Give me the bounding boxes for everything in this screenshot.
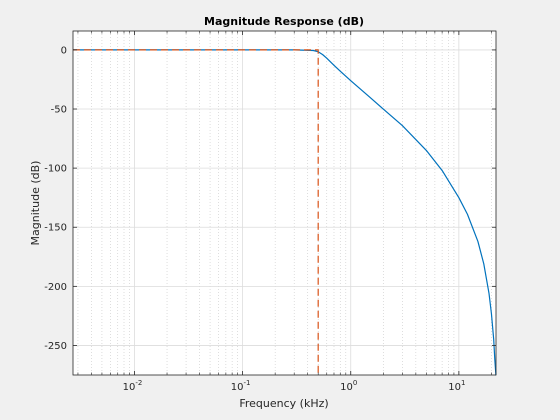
ticks-layer: [73, 31, 496, 375]
series-layer: [73, 49, 497, 376]
y-tick-labels: 0 -50 -100 -150 -200 -250: [44, 45, 67, 352]
chart-title: Magnitude Response (dB): [204, 15, 364, 28]
plot-area: [73, 31, 496, 375]
y-tick-label: 0: [61, 45, 67, 56]
y-tick-label: -250: [44, 341, 67, 352]
x-tick-label: 10-1: [231, 379, 251, 393]
x-tick-labels: 10-2 10-1 100 101: [123, 379, 466, 393]
magnitude-response-line: [73, 49, 497, 376]
y-axis-label: Magnitude (dB): [29, 161, 42, 246]
x-tick-label: 101: [448, 379, 465, 393]
y-tick-label: -150: [44, 223, 67, 234]
minor-grid: [77, 31, 492, 375]
plot-frame: [72, 30, 497, 376]
x-tick-label: 10-2: [123, 379, 143, 393]
y-tick-label: -100: [44, 164, 67, 175]
x-tick-label: 100: [340, 379, 357, 393]
x-axis-label: Frequency (kHz): [239, 397, 328, 410]
y-tick-label: -200: [44, 282, 67, 293]
cutoff-marker-line: [73, 49, 319, 375]
y-tick-label: -50: [51, 105, 67, 116]
